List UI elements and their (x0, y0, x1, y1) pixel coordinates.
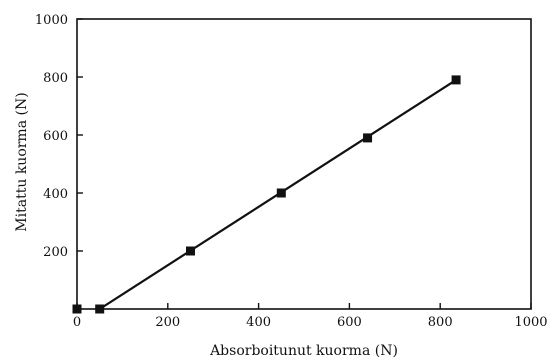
y-axis-title: Mitattu kuorma (N) (14, 92, 30, 231)
data-point (363, 133, 373, 143)
x-tick-label: 0 (73, 315, 81, 330)
data-point (186, 246, 195, 256)
plot-frame (76, 18, 532, 310)
y-tick-label: 200 (43, 245, 68, 260)
x-tick-labels: 0 200 400 600 800 1000 (73, 315, 548, 330)
y-tick-label: 600 (43, 129, 68, 144)
y-tick-label: 400 (43, 187, 68, 202)
data-points (72, 75, 461, 314)
x-tick-label: 800 (428, 315, 453, 330)
tick-marks (76, 18, 532, 309)
data-point (95, 304, 105, 314)
data-point (276, 188, 286, 198)
x-tick-label: 1000 (514, 315, 547, 330)
x-axis-title: Absorboitunut kuorma (N) (209, 343, 398, 359)
x-tick-label: 600 (337, 315, 362, 330)
y-tick-labels: 200 400 600 800 1000 (35, 13, 68, 260)
y-tick-label: 800 (43, 71, 68, 86)
data-point (72, 304, 82, 314)
y-tick-label: 1000 (35, 13, 68, 28)
x-tick-label: 400 (246, 315, 271, 330)
plot-frame-rect (76, 18, 532, 310)
data-point (451, 75, 461, 85)
x-tick-label: 200 (155, 315, 180, 330)
